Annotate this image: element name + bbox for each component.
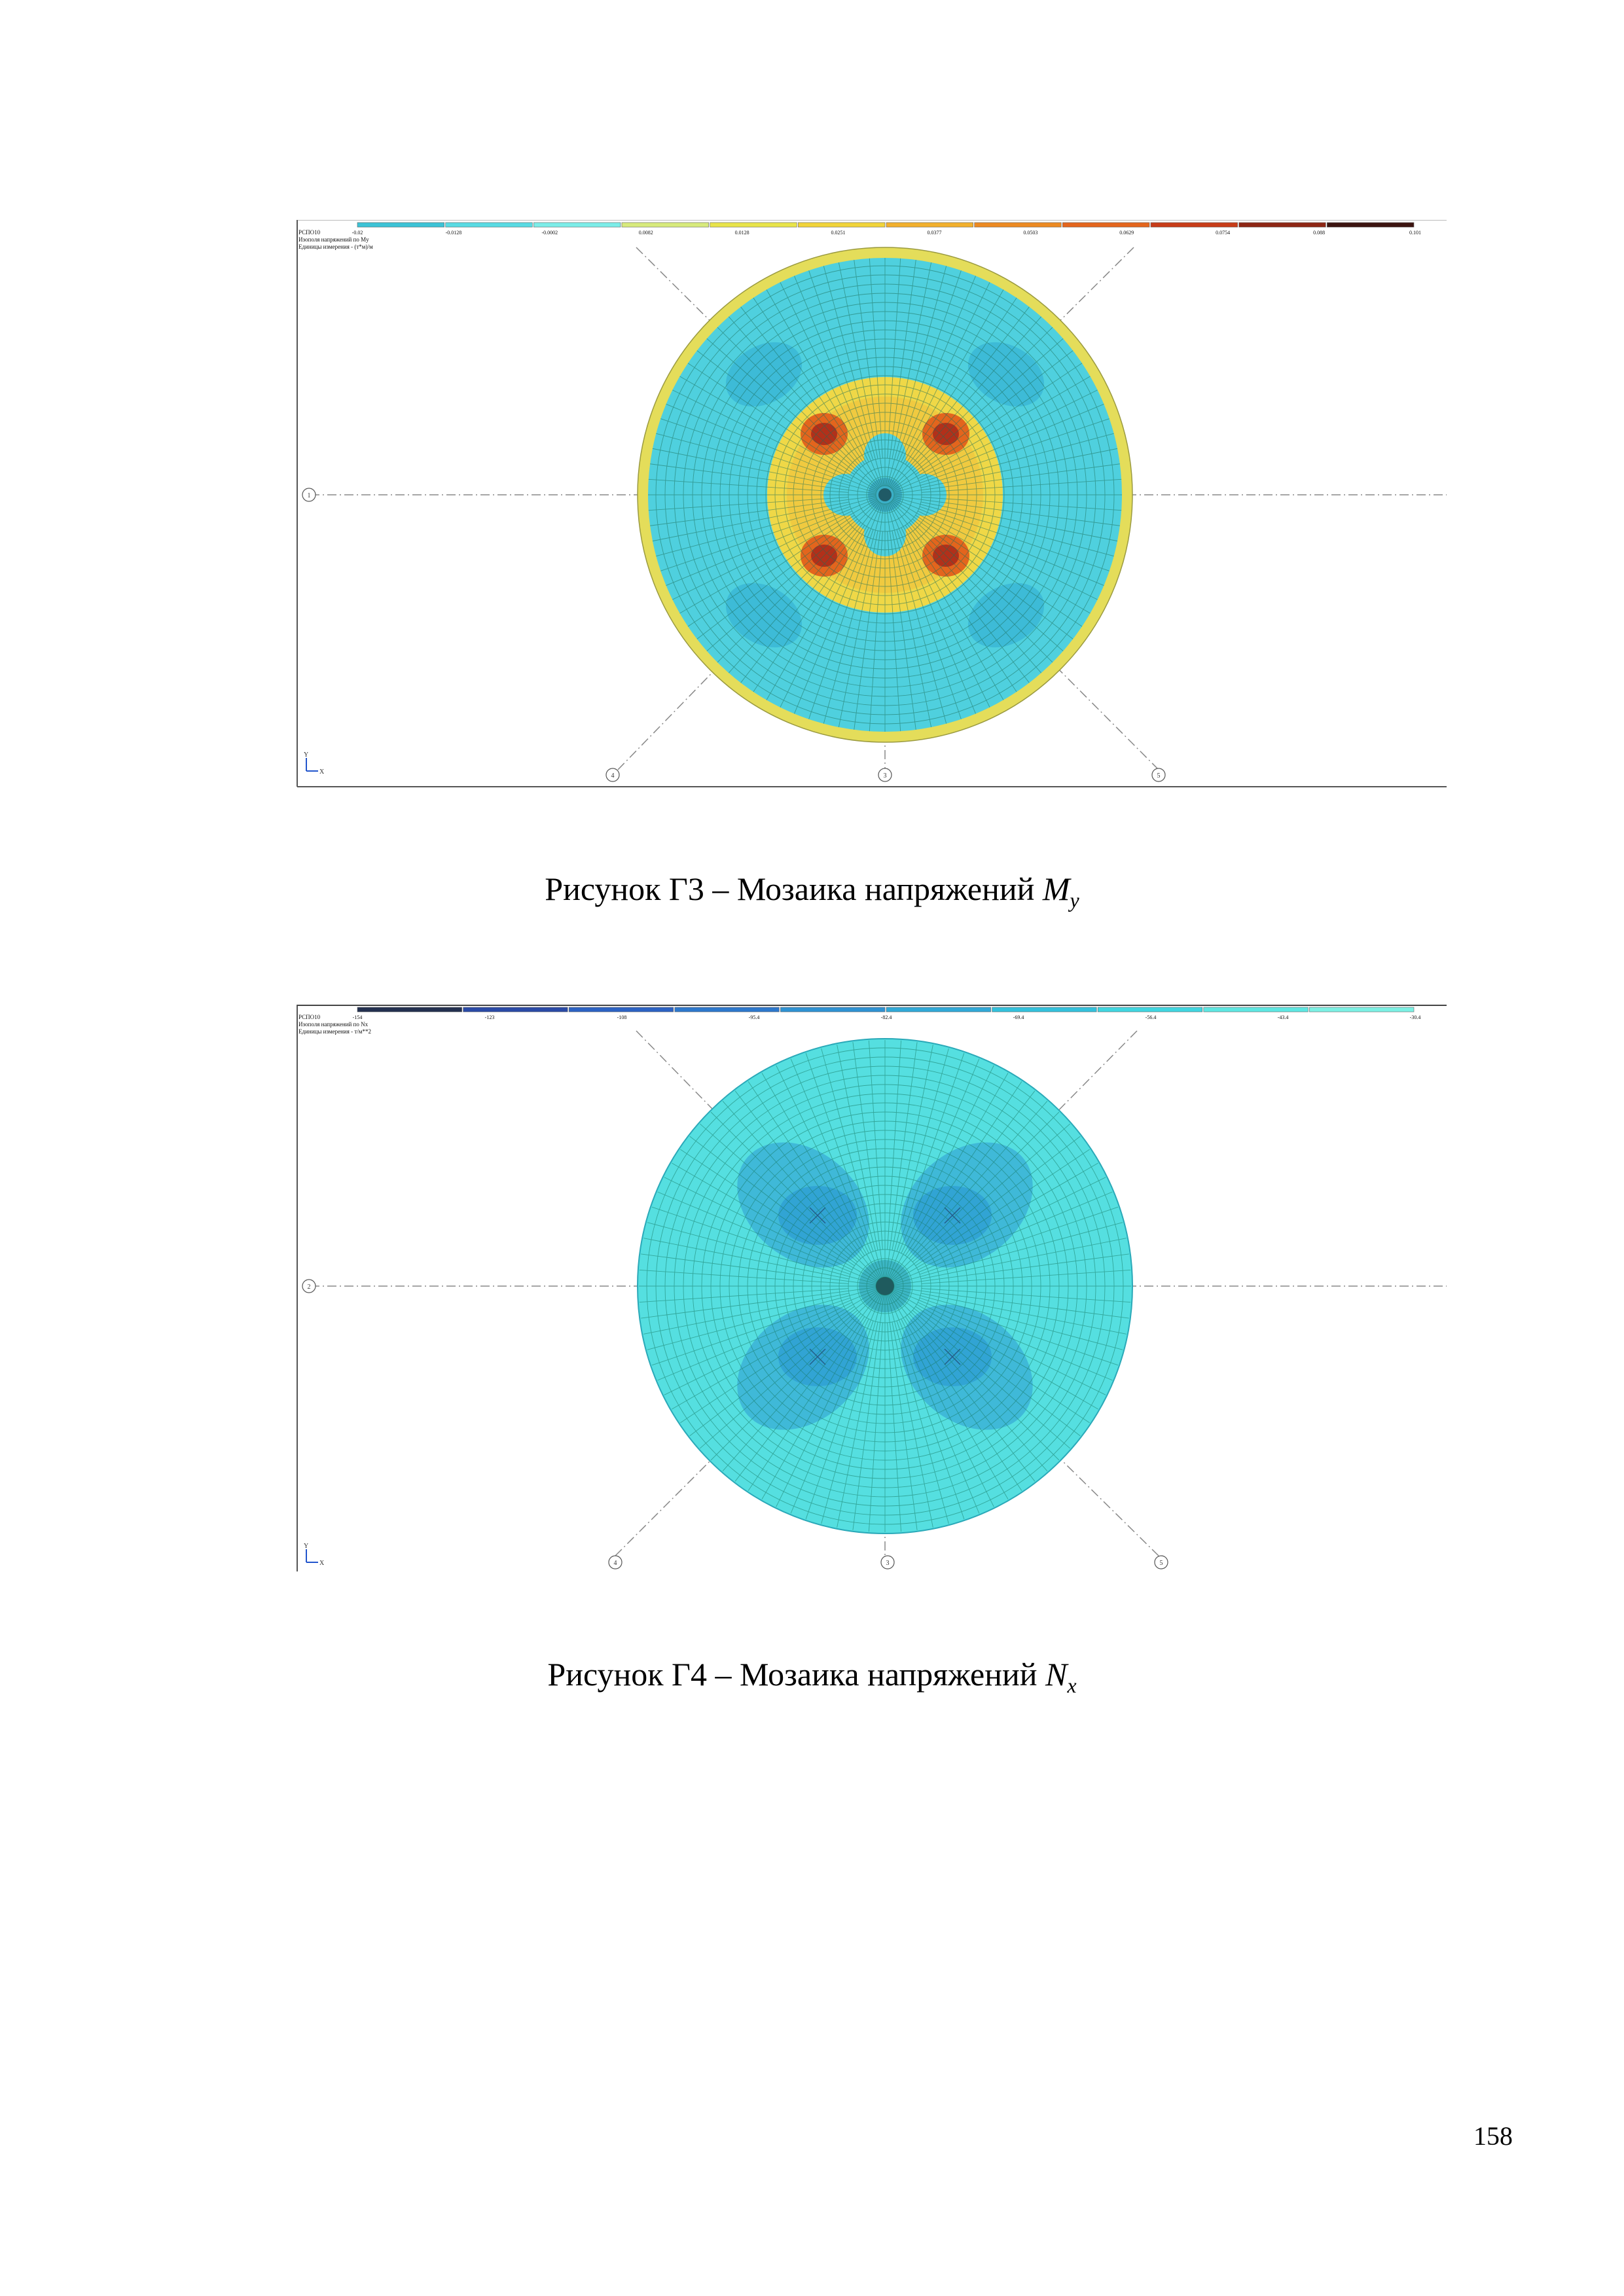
legend-tick-label: 0.0377 [927,230,941,236]
legend-swatch [886,222,973,228]
caption-text: Рисунок Г3 – Мозаика напряжений [545,870,1043,907]
nx-stress-mosaic-plot: -154 -123 -108 -95.4 -82.4 -69.4 -56.4 -43.4 -30… [296,1005,1447,1574]
legend-tick-label: -43.4 [1278,1014,1289,1020]
legend-tick-label: 0.088 [1313,230,1325,236]
legend-tick-label: -69.4 [1013,1014,1024,1020]
legend-swatch [674,1007,780,1013]
my-stress-mosaic-plot: -0.02 -0.0128 -0.0002 0.0082 0.0128 0.0251 0.0… [296,220,1447,789]
caption-subscript: y [1070,888,1079,912]
header-line-2: Изополя напряжений по Nx [298,1021,369,1028]
axis-marker: 4 [611,772,615,780]
legend-tick-label: -56.4 [1146,1014,1157,1020]
legend-swatch [445,222,533,228]
legend-tick-label: 0.0629 [1119,230,1134,236]
legend-swatch [1097,1007,1203,1013]
legend-swatch [1327,222,1415,228]
caption-variable: M [1042,870,1070,907]
legend-swatch [1238,222,1326,228]
legend-tick-label: -95.4 [749,1014,760,1020]
axis-marker: 3 [886,1560,890,1567]
legend-tick-label: 0.0082 [639,230,653,236]
caption-subscript: x [1067,1674,1077,1697]
coordinate-axes-icon: Y X [304,751,325,776]
y-axis-letter: Y [304,1543,308,1550]
legend-swatch [463,1007,568,1013]
axis-marker: 4 [614,1560,617,1567]
header-line-3: Единицы измерения - (т*м)/м [298,243,373,250]
legend-tick-label: -0.0002 [541,230,558,236]
figure-my-stress-mosaic: -0.02 -0.0128 -0.0002 0.0082 0.0128 0.0251 0.0… [296,220,1447,789]
legend-swatch [710,222,797,228]
axis-marker: 5 [1157,772,1161,780]
axis-marker: 5 [1160,1560,1163,1567]
legend-tick-label: 0.101 [1409,230,1421,236]
x-axis-letter: X [319,768,325,776]
axis-marker: 1 [308,492,311,499]
color-scale-legend: -0.02 -0.0128 -0.0002 0.0082 0.0128 0.0251 0.0… [352,222,1421,236]
legend-tick-label: -154 [353,1014,363,1020]
legend-swatch [886,1007,991,1013]
header-line-3: Единицы измерения - т/м**2 [298,1028,371,1035]
legend-tick-label: -0.0128 [446,230,462,236]
legend-tick-label: -30.4 [1410,1014,1421,1020]
legend-tick-label: 0.0503 [1023,230,1038,236]
legend-swatch [992,1007,1097,1013]
legend-swatch [568,1007,674,1013]
page-number: 158 [1473,2121,1513,2151]
legend-swatch [974,222,1062,228]
legend-tick-label: 0.0754 [1216,230,1230,236]
header-line-2: Изополя напряжений по My [298,236,369,243]
legend-swatch [1203,1007,1308,1013]
x-axis-letter: X [319,1560,325,1567]
legend-tick-label: -108 [617,1014,627,1020]
legend-swatch [621,222,709,228]
legend-swatch [1309,1007,1415,1013]
legend-swatch [533,222,621,228]
y-axis-letter: Y [304,751,308,759]
coordinate-axes-icon: Y X [304,1543,325,1567]
legend-swatch [798,222,886,228]
legend-tick-label: 0.0128 [735,230,749,236]
axis-marker: 3 [884,772,887,780]
axis-marker: 2 [308,1283,311,1291]
legend-tick-label: -123 [485,1014,495,1020]
color-scale-legend: -154 -123 -108 -95.4 -82.4 -69.4 -56.4 -43.4 -30… [353,1007,1421,1020]
caption-variable: N [1045,1656,1068,1693]
legend-tick-label: -82.4 [881,1014,892,1020]
legend-tick-label: 0.0251 [831,230,846,236]
legend-tick-label: -0.02 [352,230,363,236]
legend-swatch [780,1007,886,1013]
figure-caption: Рисунок Г4 – Мозаика напряжений Nx [0,1655,1624,1705]
caption-text: Рисунок Г4 – Мозаика напряжений [547,1656,1046,1693]
legend-swatch [1062,222,1150,228]
figure-nx-stress-mosaic: -154 -123 -108 -95.4 -82.4 -69.4 -56.4 -43.4 -30… [296,1005,1447,1574]
legend-swatch [357,222,444,228]
legend-swatch [1150,222,1238,228]
figure-caption: Рисунок Г3 – Мозаика напряжений My [0,869,1624,920]
legend-swatch [357,1007,462,1013]
header-line-1: РСПО10 [298,229,321,236]
grid-axis-diagonal [884,1030,1138,1287]
header-line-1: РСПО10 [298,1014,321,1020]
